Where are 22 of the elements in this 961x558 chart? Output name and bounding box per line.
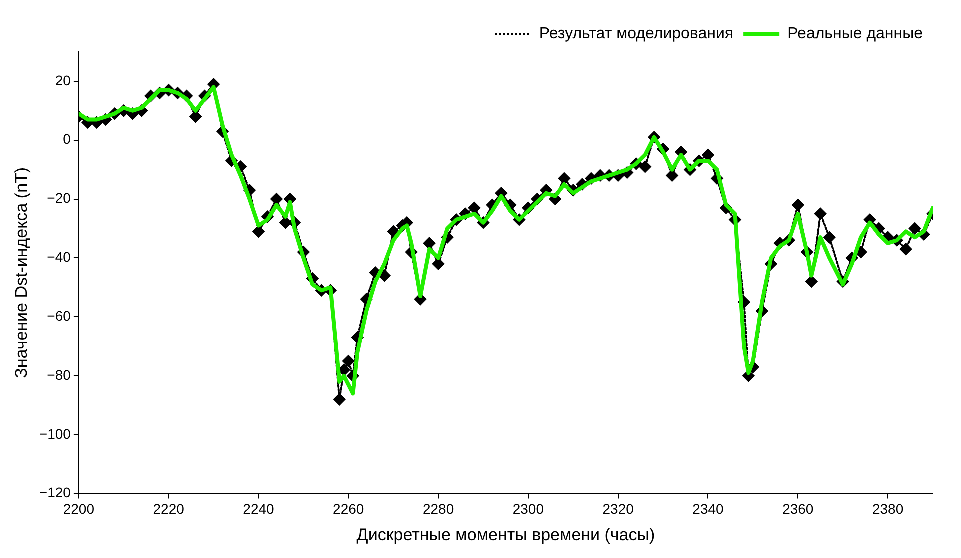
- y-tick-label: −20: [47, 190, 72, 206]
- y-tick-label: 20: [55, 72, 72, 88]
- legend-label: Реальные данные: [788, 25, 924, 42]
- x-tick-label: 2300: [512, 501, 544, 518]
- x-tick-label: 2380: [872, 501, 904, 518]
- x-tick-label: 2200: [63, 501, 95, 518]
- x-tick-label: 2320: [602, 501, 634, 518]
- x-tick-label: 2340: [692, 501, 724, 518]
- y-axis-title: Значение Dst-индекса (nT): [12, 167, 31, 378]
- x-axis-title: Дискретные моменты времени (часы): [356, 525, 656, 544]
- x-tick-label: 2260: [333, 501, 364, 518]
- x-tick-label: 2360: [782, 501, 814, 518]
- y-tick-label: −40: [47, 249, 72, 266]
- x-tick-label: 2280: [422, 501, 454, 518]
- y-tick-label: 0: [63, 131, 72, 148]
- y-tick-label: −100: [39, 426, 72, 442]
- y-tick-label: −80: [47, 366, 72, 383]
- x-tick-label: 2240: [243, 501, 275, 518]
- y-tick-label: −60: [47, 308, 72, 324]
- y-tick-label: −120: [39, 484, 72, 501]
- x-tick-label: 2220: [153, 501, 185, 518]
- legend-label: Результат моделирования: [539, 25, 734, 42]
